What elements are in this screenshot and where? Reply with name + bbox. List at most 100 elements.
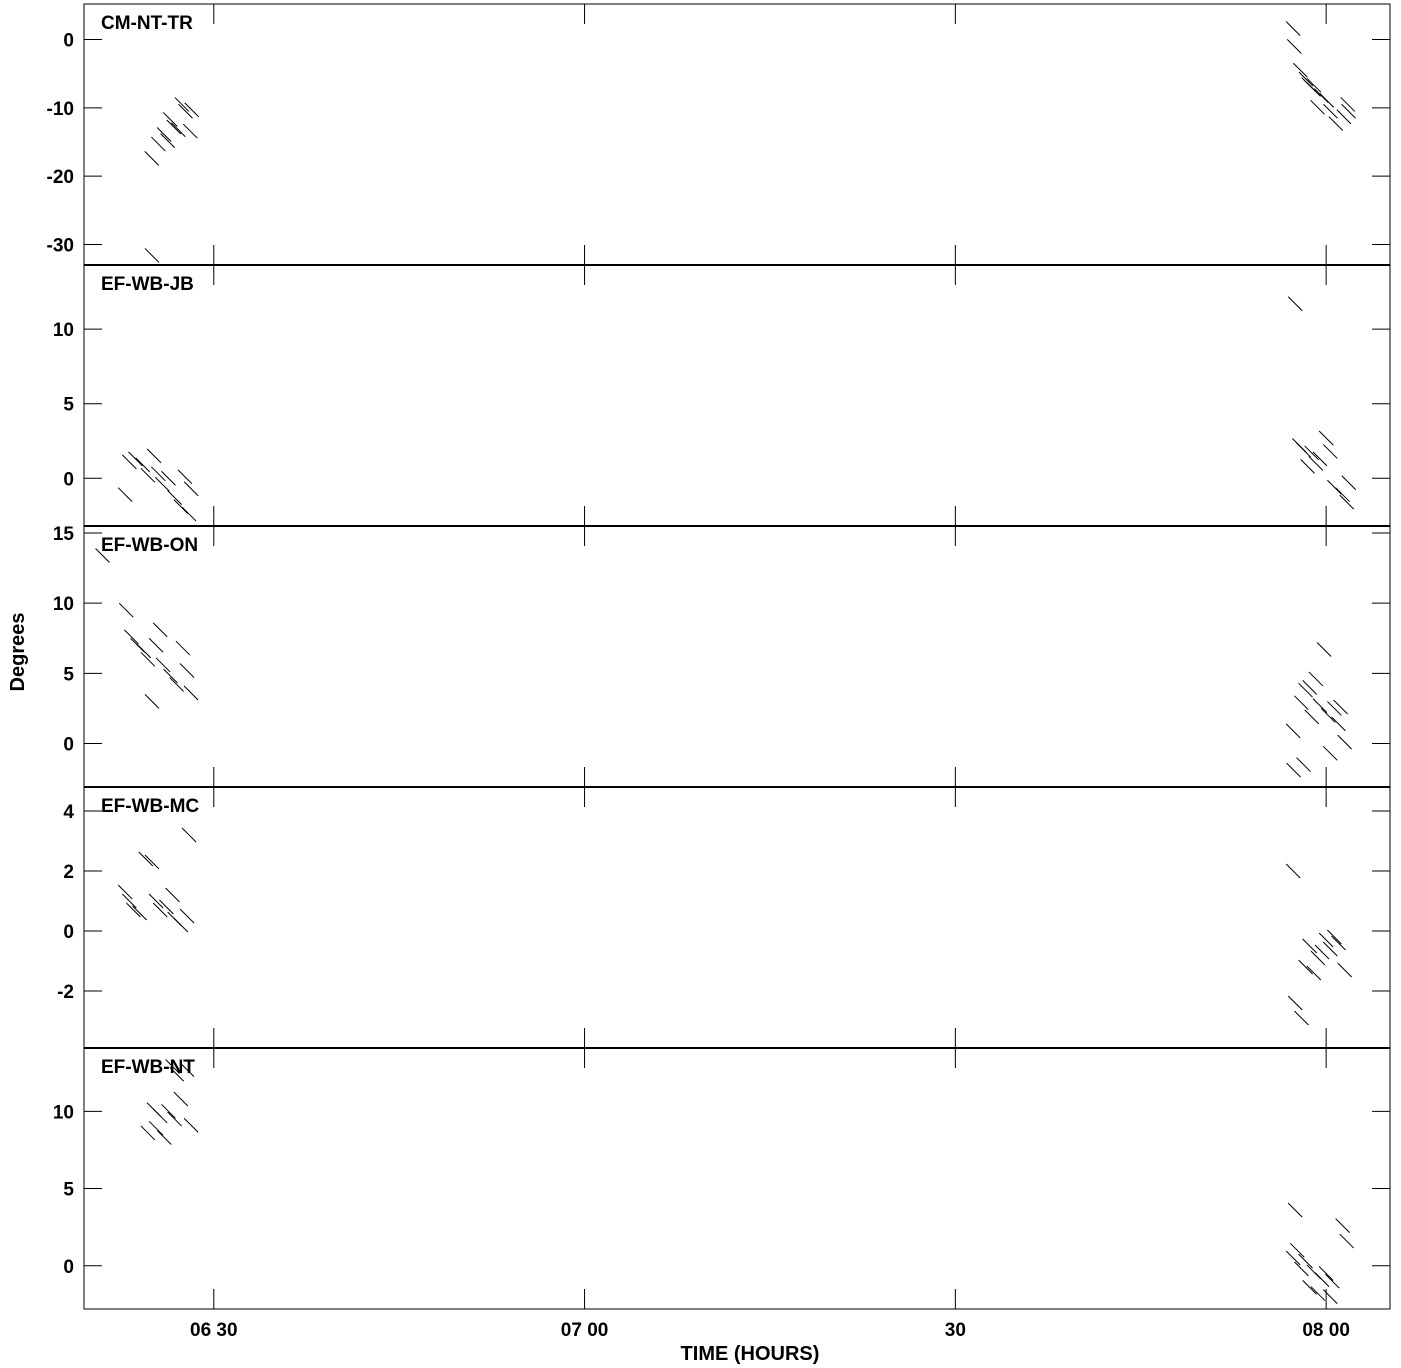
panel-frame — [83, 264, 1391, 527]
y-tick-label: -20 — [47, 167, 74, 188]
y-tick-label: 10 — [53, 594, 74, 615]
y-tick-label: -10 — [47, 99, 74, 120]
data-point — [1336, 109, 1352, 125]
y-tick-label: 10 — [53, 1102, 74, 1123]
data-point — [173, 1091, 189, 1107]
data-point — [163, 668, 178, 684]
panel-ef-wb-mc: 4 2 0 -2 EF-WB-MC — [57, 786, 1391, 1049]
y-tick-label: 0 — [63, 922, 74, 943]
data-point — [173, 917, 189, 933]
data-point — [1320, 708, 1336, 723]
data-point — [151, 136, 166, 152]
data-point — [132, 905, 147, 921]
data-point — [165, 1059, 180, 1074]
panel-title: EF-WB-MC — [101, 796, 199, 817]
panel-title: EF-WB-ON — [101, 535, 198, 556]
data-point — [1286, 39, 1302, 54]
data-point — [1304, 709, 1320, 725]
data-point — [1287, 296, 1303, 312]
panel-ef-wb-jb: 10 5 0 EF-WB-JB — [53, 264, 1391, 527]
data-point — [177, 469, 193, 485]
data-point — [144, 248, 160, 263]
data-point — [154, 476, 170, 492]
panel-ef-wb-nt: 10 5 0 EF-WB-NT — [53, 1047, 1391, 1310]
data-point — [1318, 430, 1334, 446]
panel-frame — [83, 786, 1391, 1049]
data-point — [1318, 1266, 1334, 1281]
y-tick-label: 10 — [53, 320, 74, 341]
x-tick-label: 08 00 — [1302, 1320, 1350, 1341]
data-point — [1341, 103, 1356, 119]
data-point — [1286, 762, 1301, 778]
data-point — [181, 827, 197, 843]
data-point — [165, 887, 180, 903]
data-point — [1306, 77, 1322, 93]
panel-cm-nt-tr: 0 -10 -20 -30 CM-NT-TR — [47, 3, 1391, 266]
data-point — [1313, 88, 1329, 103]
data-point — [144, 854, 160, 870]
data-point — [1341, 475, 1357, 491]
data-point — [1285, 723, 1301, 739]
y-tick-label: 2 — [63, 862, 74, 883]
data-point — [1285, 1250, 1301, 1266]
data-point — [1298, 1253, 1313, 1269]
data-point — [128, 451, 143, 467]
data-point — [169, 1066, 185, 1082]
y-tick-label: 5 — [63, 395, 74, 416]
data-point — [1335, 487, 1350, 503]
data-point — [138, 851, 154, 867]
data-point — [166, 119, 182, 135]
data-point — [1312, 451, 1328, 467]
data-point — [162, 112, 178, 127]
y-axis-label: Degrees — [7, 613, 29, 692]
data-point — [1294, 1261, 1309, 1277]
data-point — [174, 97, 190, 112]
y-tick-label: 0 — [63, 735, 74, 756]
data-point — [144, 151, 160, 166]
data-point — [140, 1125, 156, 1141]
data-point — [1339, 1233, 1355, 1249]
data-point — [1327, 479, 1342, 495]
data-point — [1287, 1202, 1303, 1218]
panels: 0-10-20-30CM-NT-TR1050EF-WB-JB151050EF-W… — [47, 3, 1391, 1310]
data-point — [183, 685, 199, 701]
data-point — [1310, 99, 1325, 115]
data-point — [1337, 962, 1353, 978]
data-point — [126, 902, 141, 918]
data-point — [151, 466, 166, 482]
data-point — [179, 663, 195, 678]
y-tick-label: 15 — [53, 524, 75, 545]
data-point — [1314, 944, 1330, 960]
data-point — [1335, 1218, 1350, 1233]
panel-frame — [83, 1047, 1391, 1310]
data-point — [1298, 959, 1313, 975]
y-tick-label: 0 — [63, 31, 74, 52]
y-tick-label: 5 — [63, 1180, 74, 1201]
data-point — [1333, 699, 1348, 715]
data-point — [1306, 965, 1322, 981]
data-point — [1302, 938, 1318, 954]
data-point — [1300, 458, 1315, 474]
panel-frame — [83, 525, 1391, 788]
data-point — [140, 651, 156, 667]
data-point — [1331, 935, 1346, 951]
data-point — [178, 103, 193, 119]
panel-title: CM-NT-TR — [101, 13, 193, 34]
data-point — [173, 499, 189, 514]
x-tick-label: 30 — [945, 1320, 966, 1341]
x-tick-labels: 06 30 07 00 30 08 00 — [190, 1320, 1350, 1341]
y-tick-label: 5 — [63, 664, 74, 685]
data-point — [160, 133, 175, 149]
data-point — [140, 467, 156, 483]
data-point — [148, 637, 164, 653]
data-point — [181, 506, 197, 522]
data-point — [121, 893, 137, 909]
data-point — [117, 487, 133, 503]
data-point — [1314, 1272, 1330, 1288]
data-point — [1327, 929, 1342, 945]
data-point — [175, 640, 191, 656]
x-tick-label: 06 30 — [190, 1320, 238, 1341]
data-point — [1322, 444, 1338, 459]
y-tick-label: 0 — [63, 469, 74, 490]
data-point — [148, 1120, 164, 1136]
